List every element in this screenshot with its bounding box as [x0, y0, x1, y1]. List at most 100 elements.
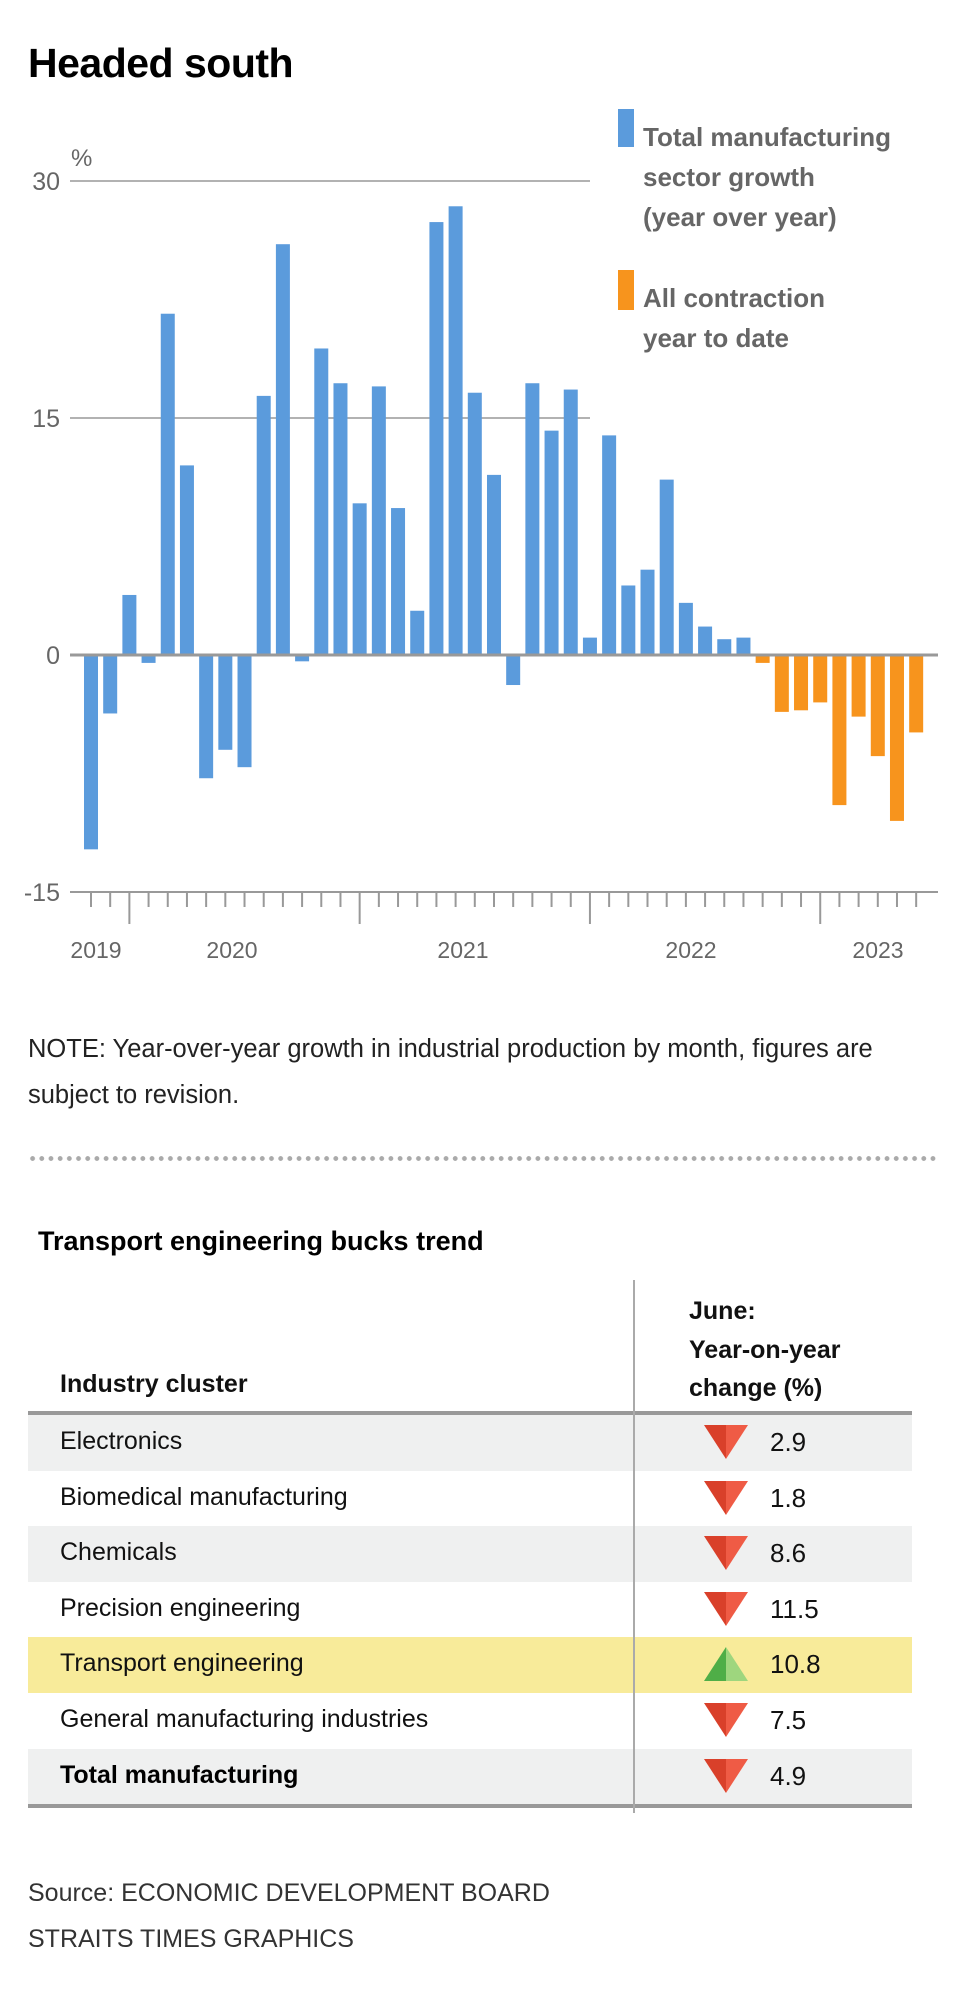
bar-contraction [909, 655, 924, 733]
bar-growth [352, 503, 367, 655]
x-year-label: 2022 [665, 937, 716, 963]
y-unit-label: % [71, 145, 92, 172]
legend-line: (year over year) [643, 202, 837, 232]
down-arrow-icon [704, 1591, 748, 1626]
bar-contraction [794, 655, 809, 711]
legend-line: All contraction [643, 283, 826, 313]
bar-growth [506, 655, 521, 686]
header-industry-cluster: Industry cluster [60, 1370, 248, 1398]
bar-growth [582, 637, 597, 655]
bar-growth [563, 389, 578, 655]
bar-growth [448, 206, 463, 655]
y-tick-label: 0 [46, 642, 60, 670]
industry-name: Total manufacturing [60, 1760, 299, 1789]
bar-growth [544, 430, 559, 655]
table-header-rule [28, 1411, 912, 1415]
change-value: 7.5 [770, 1705, 807, 1735]
table-row: Electronics 2.9 [28, 1415, 912, 1471]
bar-growth [429, 222, 444, 655]
bar-chart: 30 15 0 -15% 2019 2020 2021 2022 2023 [24, 145, 938, 963]
change-value: 2.9 [770, 1427, 807, 1457]
header-line: Year-on-year [689, 1335, 841, 1364]
bar-growth [256, 395, 271, 655]
legend-line: year to date [643, 323, 789, 353]
industry-name: General manufacturing industries [60, 1705, 429, 1733]
down-arrow-icon [704, 1703, 748, 1737]
x-year-label: 2020 [206, 937, 257, 963]
bar-growth [160, 313, 175, 655]
bar-contraction [889, 655, 904, 821]
bar-growth [736, 637, 751, 655]
x-year-label: 2023 [852, 937, 903, 963]
bar-growth [237, 655, 252, 768]
bar-growth [122, 594, 137, 655]
industry-name: Transport engineering [60, 1649, 304, 1678]
change-value: 4.9 [770, 1760, 807, 1791]
bar-growth [486, 474, 501, 655]
bar-growth [275, 244, 290, 655]
down-arrow-icon [704, 1425, 748, 1459]
bar-contraction [851, 655, 866, 717]
bar-contraction [832, 655, 847, 806]
table-row: Transport engineering 10.8 [28, 1637, 912, 1693]
bar-growth [84, 655, 98, 850]
table-row: Biomedical manufacturing 1.8 [28, 1470, 912, 1527]
bar-growth [525, 383, 540, 655]
legend-swatch-growth [618, 109, 634, 147]
industry-name: Chemicals [60, 1538, 177, 1567]
industry-name: Biomedical manufacturing [60, 1482, 348, 1511]
down-arrow-icon [704, 1758, 748, 1793]
bar-growth [179, 465, 194, 655]
bar-growth [218, 655, 233, 750]
table-row: Precision engineering 11.5 [28, 1581, 912, 1638]
down-arrow-icon [704, 1536, 748, 1571]
bar-growth [659, 479, 674, 655]
bar-growth [602, 435, 617, 655]
table-row: Total manufacturing 4.9 [28, 1748, 912, 1805]
bar-contraction [755, 655, 770, 663]
bar-growth [698, 626, 713, 655]
bar-growth [410, 610, 425, 655]
bar-growth [103, 655, 118, 714]
bar-growth [371, 386, 386, 655]
legend-label-contraction: All contraction year to date [643, 278, 825, 358]
bar-contraction [870, 655, 885, 757]
legend-label-growth: Total manufacturing sector growth (year … [643, 117, 891, 237]
industry-name: Precision engineering [60, 1593, 301, 1622]
table-row: Chemicals 8.6 [28, 1526, 912, 1582]
y-tick-label: -15 [24, 879, 60, 907]
bar-growth [141, 655, 156, 663]
chart-note: NOTE: Year-over-year growth in industria… [28, 1035, 873, 1109]
header-line: change (%) [689, 1374, 823, 1402]
change-value: 1.8 [770, 1482, 807, 1513]
table-row: General manufacturing industries 7.5 [28, 1693, 912, 1749]
y-tick-label: 15 [32, 405, 60, 433]
legend-line: sector growth [643, 162, 815, 192]
table-bottom-rule [28, 1804, 912, 1808]
change-value: 10.8 [770, 1649, 821, 1680]
dotted-divider [28, 1156, 936, 1161]
down-arrow-icon [704, 1480, 748, 1515]
chart-title: Headed south [28, 40, 294, 86]
source-line: Source: ECONOMIC DEVELOPMENT BOARD [28, 1879, 550, 1907]
bar-growth [640, 569, 655, 655]
change-value: 11.5 [770, 1593, 819, 1624]
bar-growth [295, 655, 310, 662]
header-line: June: [689, 1297, 756, 1325]
table-title: Transport engineering bucks trend [38, 1226, 484, 1256]
column-divider [633, 1280, 635, 1813]
change-value: 8.6 [770, 1538, 807, 1569]
legend-swatch-contraction [618, 270, 634, 310]
up-arrow-icon [704, 1647, 748, 1682]
bar-growth [333, 383, 348, 655]
industry-name: Electronics [60, 1427, 183, 1455]
bar-growth [391, 508, 406, 655]
header-change: June: Year-on-year change (%) [689, 1292, 840, 1408]
y-tick-label: 30 [32, 168, 60, 196]
x-year-label: 2021 [437, 937, 488, 963]
bar-growth [717, 639, 732, 655]
legend-line: Total manufacturing [643, 122, 891, 152]
bar-growth [678, 602, 693, 655]
bar-contraction [774, 655, 789, 712]
bar-growth [467, 392, 482, 655]
